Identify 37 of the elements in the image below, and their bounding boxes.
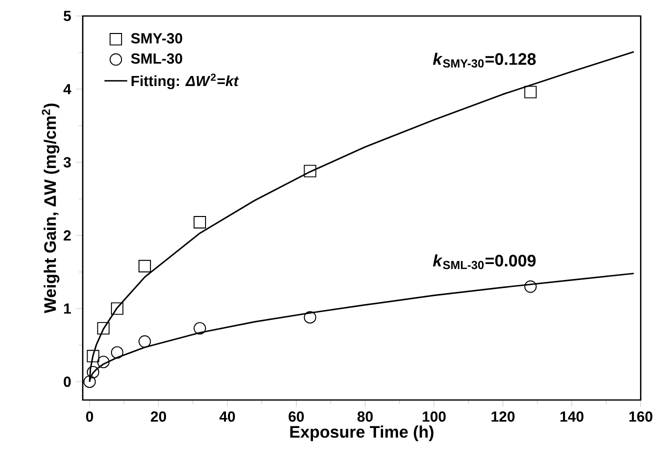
point (86, 350, 100, 362)
point (194, 322, 206, 335)
annotation: k$_{SMY-30}$=0.128 (432, 52, 536, 68)
legend-label: SML-30 (131, 53, 182, 64)
x-tick-label: 160 (629, 411, 652, 422)
annotation: k$_{SML-30}$=0.009 (432, 254, 536, 270)
y-tick-label: 5 (64, 10, 71, 22)
point (110, 346, 124, 359)
point (110, 302, 124, 315)
point (194, 216, 206, 228)
x-tick-label: 80 (357, 411, 373, 422)
y-axis-title: Weight Gain, ΔW (mg/cm$^{2}$) (42, 104, 60, 314)
point (97, 322, 110, 335)
point (86, 366, 100, 378)
legend-label: SMY-30 (131, 33, 182, 44)
point (304, 164, 316, 178)
y-tick-label: 0 (64, 376, 71, 387)
x-tick-label: 40 (219, 411, 235, 422)
point (138, 260, 151, 272)
point (83, 376, 96, 388)
y-tick-label: 2 (64, 230, 71, 241)
point (524, 280, 537, 293)
x-tick-label: 60 (288, 411, 304, 422)
point (304, 311, 316, 324)
x-tick-label: 120 (492, 411, 515, 422)
x-axis-title: Exposure Time (h) (290, 426, 434, 442)
x-tick-label: 100 (422, 411, 446, 422)
point (97, 356, 110, 368)
point (524, 86, 537, 98)
x-tick-label: 140 (560, 411, 584, 422)
legend-label: Fitting: ΔW$^{2}$=kt (132, 74, 239, 90)
y-tick-label: 3 (64, 157, 71, 168)
x-tick-label: 20 (150, 411, 166, 422)
y-tick-label: 4 (63, 84, 72, 94)
y-tick-label: 1 (64, 304, 71, 314)
x-tick-label: 0 (86, 411, 94, 422)
point (138, 335, 151, 348)
